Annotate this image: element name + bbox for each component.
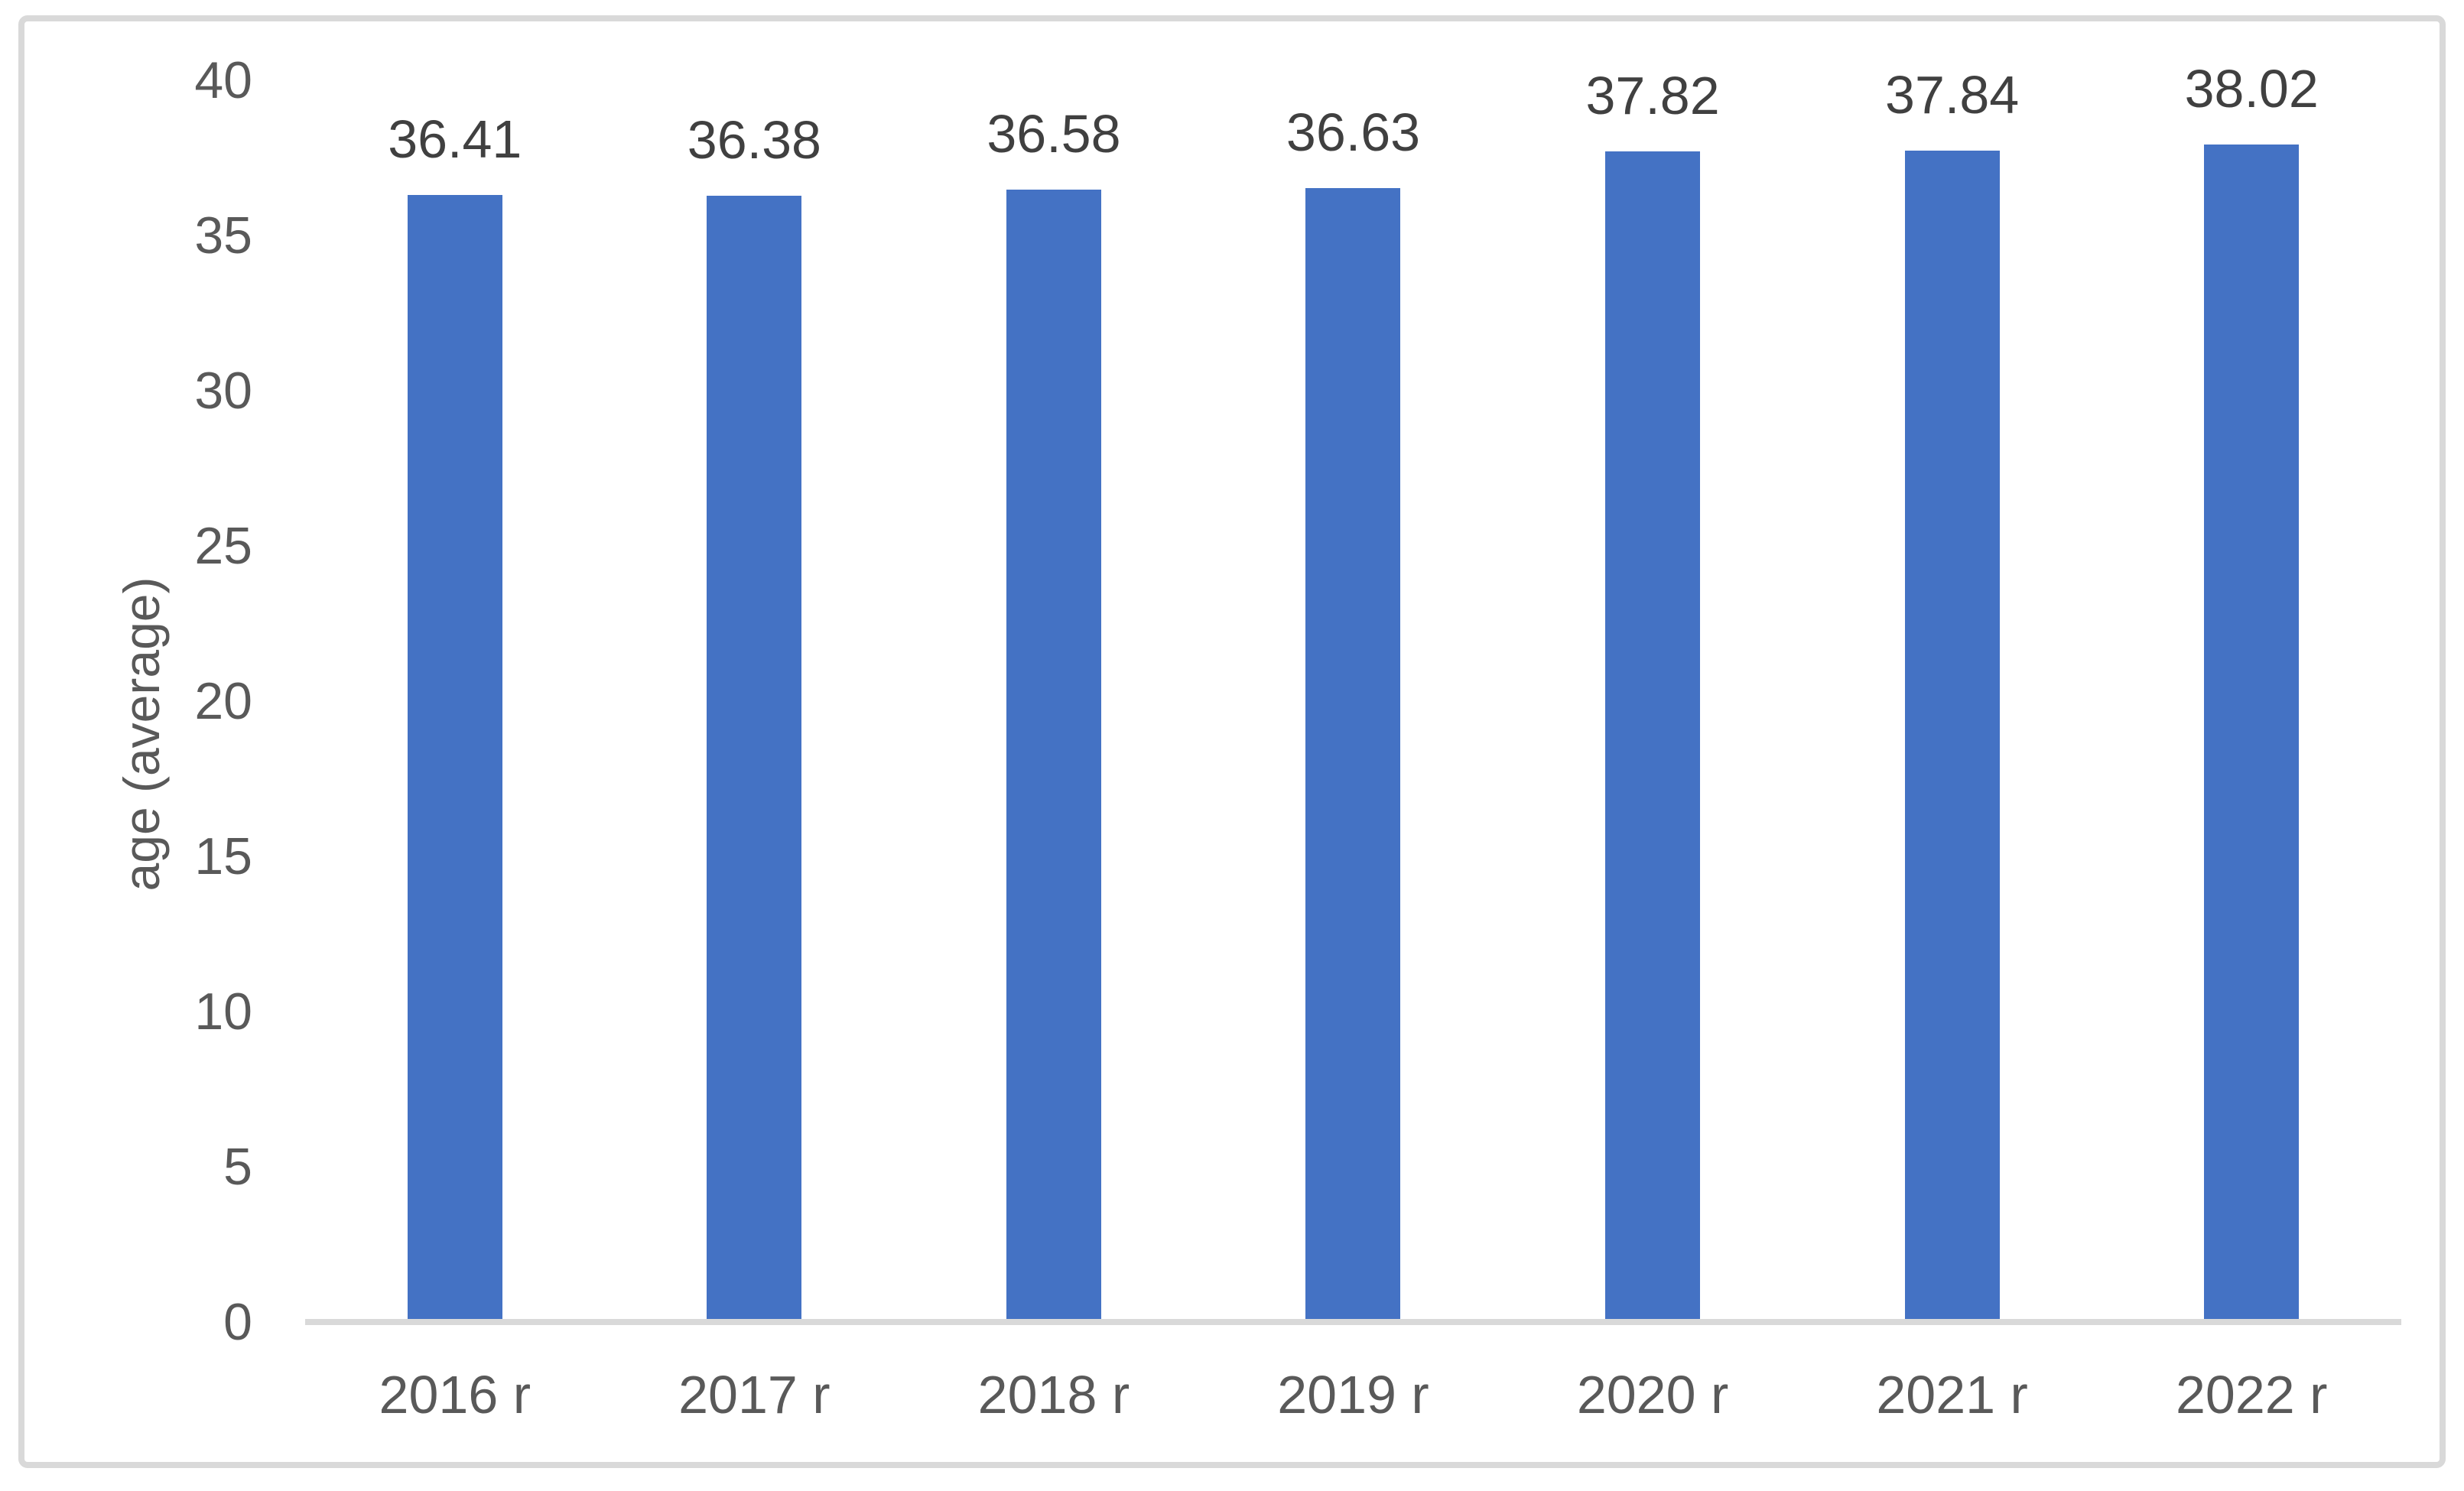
y-tick-label: 0 [223, 1293, 252, 1351]
y-tick-label: 35 [194, 206, 252, 265]
y-axis-ticks: 40 35 30 25 20 15 10 5 0 [107, 54, 252, 1348]
y-tick-label: 15 [194, 827, 252, 885]
bar-value-label: 38.02 [2184, 59, 2319, 119]
x-axis-baseline [305, 1319, 2401, 1325]
bar-value-label: 36.41 [388, 109, 522, 169]
x-tick-label: 2022 r [2175, 1365, 2328, 1424]
plot-area: 36.41 36.38 36.58 36.63 37.82 37.84 38.02 [305, 62, 2401, 1325]
bar [1904, 150, 2000, 1325]
x-tick-label: 2016 r [379, 1365, 531, 1424]
bar [1605, 151, 1701, 1325]
bar-value-label: 37.84 [1885, 64, 2020, 125]
bar-value-label: 36.38 [687, 109, 821, 170]
x-tick-label: 2019 r [1277, 1365, 1429, 1424]
x-axis-labels: 2016 r 2017 r 2018 r 2019 r 2020 r 2021 r 2022… [305, 1364, 2401, 1441]
bar-slot: 38.02 [2102, 62, 2401, 1325]
x-tick-label: 2021 r [1876, 1365, 2028, 1424]
x-tick-label: 2017 r [678, 1365, 831, 1424]
y-tick-label: 40 [194, 51, 252, 109]
bar [2204, 145, 2300, 1325]
bar [707, 195, 802, 1325]
bar-slot: 36.58 [904, 80, 1204, 1325]
bar-slot: 36.38 [605, 80, 905, 1325]
bar-slot: 37.82 [1503, 69, 1802, 1325]
y-tick-label: 20 [194, 672, 252, 730]
bar-value-label: 36.63 [1286, 102, 1421, 162]
bar [407, 194, 502, 1325]
bar-slot: 36.41 [305, 80, 605, 1325]
bar-slot: 36.63 [1204, 80, 1503, 1325]
bar [1305, 187, 1401, 1325]
bar-value-label: 36.58 [987, 103, 1121, 164]
x-tick-label: 2020 r [1576, 1365, 1729, 1424]
y-tick-label: 25 [194, 517, 252, 575]
y-tick-label: 10 [194, 983, 252, 1041]
x-tick-label: 2018 r [977, 1365, 1130, 1424]
y-tick-label: 5 [223, 1138, 252, 1196]
y-tick-label: 30 [194, 362, 252, 420]
bar-value-label: 37.82 [1585, 65, 1720, 125]
bar-slot: 37.84 [1802, 68, 2102, 1325]
bar [1006, 189, 1101, 1325]
